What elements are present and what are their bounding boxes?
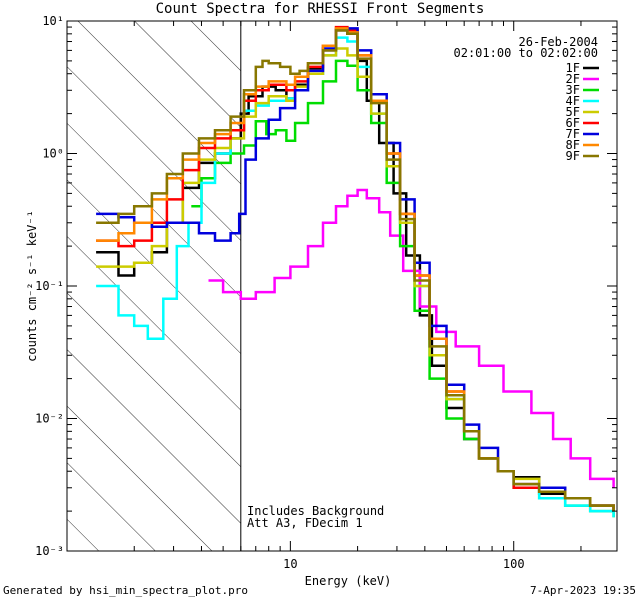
background-dominated-region: [67, 21, 241, 551]
legend-label-7F: 7F: [566, 127, 580, 141]
legend-label-2F: 2F: [566, 72, 580, 86]
y-axis-label: counts cm⁻² s⁻¹ keV⁻¹: [25, 210, 39, 362]
y-tick-label: 10⁻²: [35, 412, 64, 426]
annotation-attenuator: Att A3, FDecim 1: [247, 516, 363, 530]
series-3F: [191, 59, 615, 518]
footer-generated-by: Generated by hsi_min_spectra_plot.pro: [3, 584, 249, 597]
annotation-background: Includes Background: [247, 504, 384, 518]
legend-label-5F: 5F: [566, 105, 580, 119]
legend-label-1F: 1F: [566, 61, 580, 75]
y-tick-label: 10⁻³: [35, 544, 64, 558]
legend-label-9F: 9F: [566, 149, 580, 163]
x-axis-label: Energy (keV): [305, 574, 392, 588]
y-tick-label: 10⁻¹: [35, 279, 64, 293]
legend-label-4F: 4F: [566, 94, 580, 108]
chart-title: Count Spectra for RHESSI Front Segments: [155, 1, 485, 17]
footer-timestamp: 7-Apr-2023 19:35: [530, 584, 636, 597]
legend-label-6F: 6F: [566, 116, 580, 130]
legend-date: 26-Feb-2004: [519, 35, 598, 49]
legend-label-3F: 3F: [566, 83, 580, 97]
y-tick-label: 10¹: [42, 14, 64, 28]
x-tick-label: 10: [283, 557, 297, 571]
series-9F: [96, 29, 615, 512]
x-tick-label: 100: [503, 557, 525, 571]
legend-label-8F: 8F: [566, 138, 580, 152]
legend-time-range: 02:01:00 to 02:02:00: [454, 46, 599, 60]
series-2F: [208, 188, 615, 488]
y-tick-label: 10⁰: [42, 147, 64, 161]
